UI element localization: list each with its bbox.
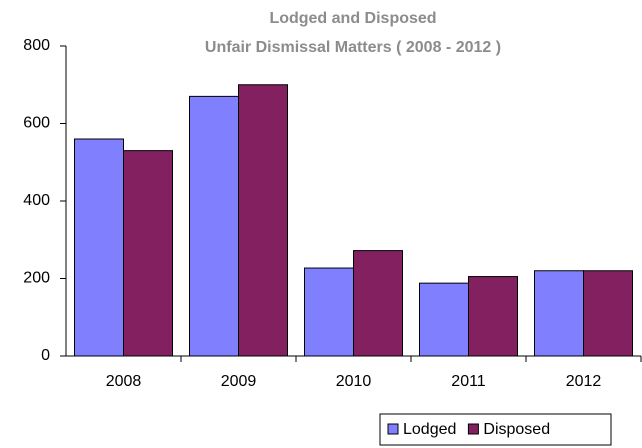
bar [74,138,124,357]
y-tick-label: 800 [23,37,50,54]
legend-label: Lodged [403,421,456,438]
x-tick-label: 2012 [566,373,602,390]
legend-swatch [387,423,399,435]
bar [304,267,354,357]
bar [583,270,633,357]
bar [353,250,403,357]
x-tick-label: 2011 [451,373,486,390]
bar [534,270,584,357]
x-tick-label: 2008 [106,373,142,390]
y-tick-label: 200 [23,270,50,287]
y-tick-label: 0 [41,347,50,364]
bar [419,282,469,357]
chart-subtitle: Unfair Dismissal Matters ( 2008 - 2012 ) [205,39,501,56]
bar [123,150,173,357]
legend-box [379,413,612,446]
chart-title: Lodged and Disposed [269,10,436,27]
legend-label: Disposed [483,421,550,438]
x-tick-label: 2010 [336,373,372,390]
legend-swatch [467,423,479,435]
bar [468,276,518,357]
y-tick-label: 400 [23,192,50,209]
y-tick-label: 600 [23,115,50,132]
x-tick-label: 2009 [221,373,257,390]
bar [238,84,288,357]
bar [189,95,239,357]
